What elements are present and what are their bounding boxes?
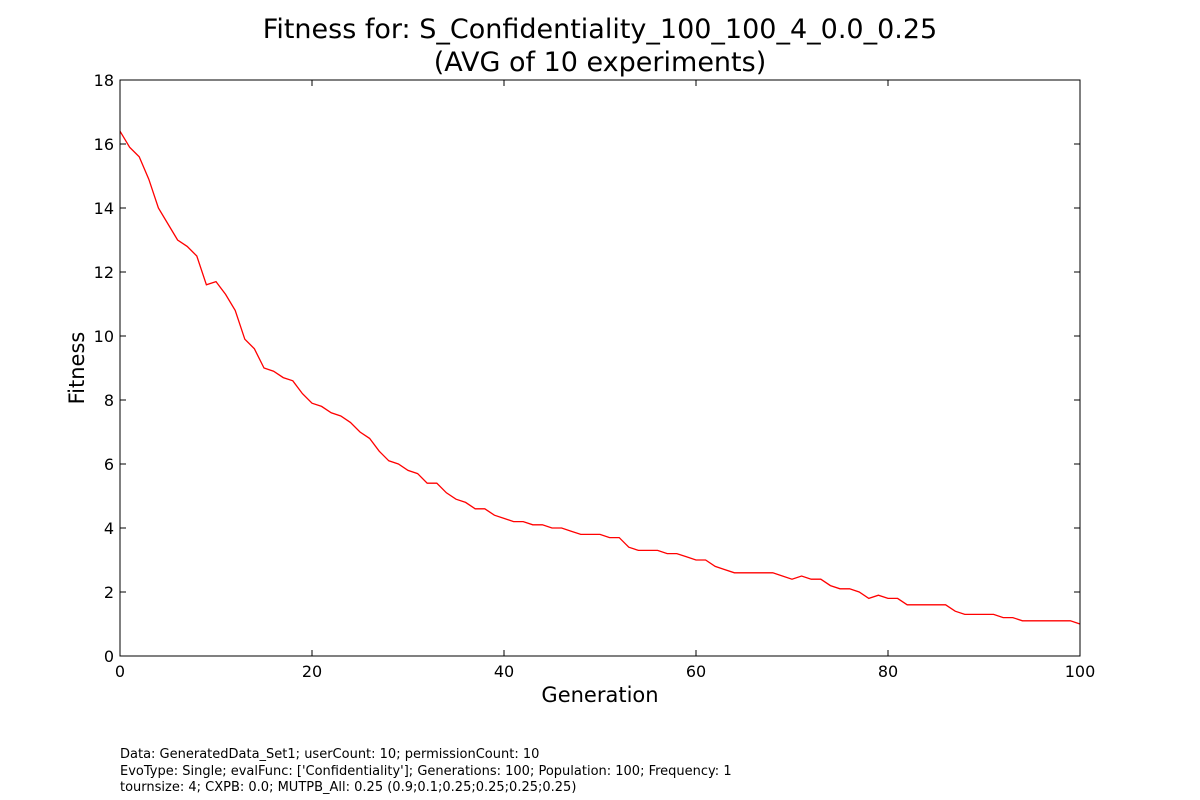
plot-series	[119, 130, 1081, 625]
x-tick-label: 100	[1065, 662, 1096, 681]
x-axis-label: Generation	[541, 683, 658, 707]
x-tick-label: 40	[494, 662, 514, 681]
y-tick-label: 6	[104, 455, 114, 474]
footer-line-params: tournsize: 4; CXPB: 0.0; MUTPB_All: 0.25…	[120, 780, 577, 795]
y-tick-label: 16	[94, 135, 114, 154]
x-axis: 0 20 40 60 80 100	[115, 80, 1095, 681]
footer-line-evo: EvoType: Single; evalFunc: ['Confidentia…	[120, 763, 732, 779]
y-tick-label: 8	[104, 391, 114, 410]
y-tick-label: 12	[94, 263, 114, 282]
x-tick-label: 60	[686, 662, 706, 681]
y-axis-label: Fitness	[65, 332, 89, 405]
series-line	[119, 130, 1081, 625]
y-axis: 0 2 4 6 8 10 12 14 16 18	[94, 71, 1080, 666]
chart-title-line-1: Fitness for: S_Confidentiality_100_100_4…	[262, 14, 938, 45]
chart-title-line-2: (AVG of 10 experiments)	[433, 47, 767, 78]
y-tick-label: 4	[104, 519, 114, 538]
y-tick-label: 18	[94, 71, 114, 90]
x-tick-label: 80	[878, 662, 898, 681]
x-tick-label: 20	[302, 662, 322, 681]
x-tick-label: 0	[115, 662, 125, 681]
y-tick-label: 14	[94, 199, 114, 218]
footer-info: Data: GeneratedData_Set1; userCount: 10;…	[120, 747, 732, 797]
y-tick-label: 10	[94, 327, 114, 346]
footer-line-data: Data: GeneratedData_Set1; userCount: 10;…	[120, 747, 540, 762]
plot-frame	[119, 79, 1081, 657]
y-tick-label: 0	[104, 647, 114, 666]
y-tick-label: 2	[104, 583, 114, 602]
